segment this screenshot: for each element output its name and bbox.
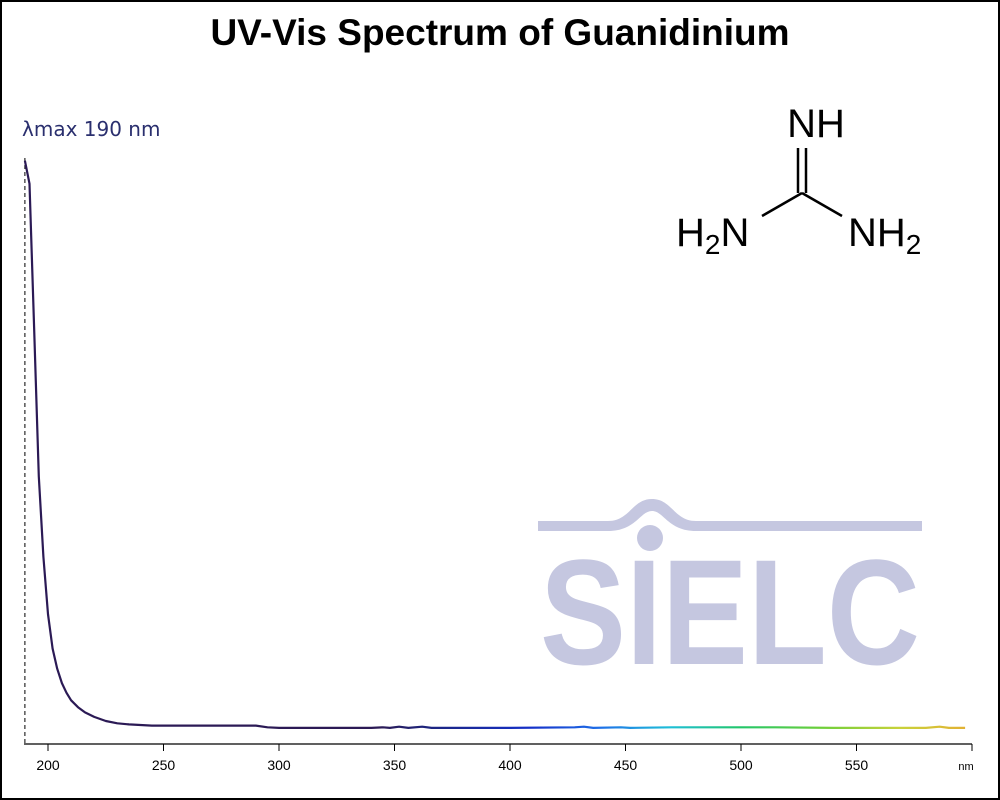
x-tick-label: 300 [267,757,291,773]
lambda-max-label: λmax 190 nm [22,117,160,141]
molecule-top-nh: NH [787,102,845,146]
x-tick-label: 450 [614,757,638,773]
x-axis-ticks: 200 250 300 350 400 450 500 550 [36,744,973,773]
bond-right [801,191,843,218]
bond-left [761,191,803,218]
x-tick-label: 550 [845,757,869,773]
sielc-logo: SIELC [538,499,922,696]
x-tick-label: 350 [383,757,407,773]
molecule-right-nh2: NH2 [848,211,921,260]
x-tick-label: 200 [36,757,60,773]
sielc-watermark-text: SIELC [540,528,920,696]
molecule-left-nh2: H2N [676,211,749,260]
x-tick-label: 500 [729,757,753,773]
spectrum-curve [23,160,966,729]
chart-title: UV-Vis Spectrum of Guanidinium [210,12,789,53]
guanidine-structure: NH H2N NH2 [676,102,921,260]
x-axis-unit-label: nm [958,761,973,773]
sielc-logo-wave [538,499,922,531]
sielc-logo-dot [637,525,663,551]
x-tick-label: 250 [152,757,176,773]
x-tick-label: 400 [498,757,522,773]
